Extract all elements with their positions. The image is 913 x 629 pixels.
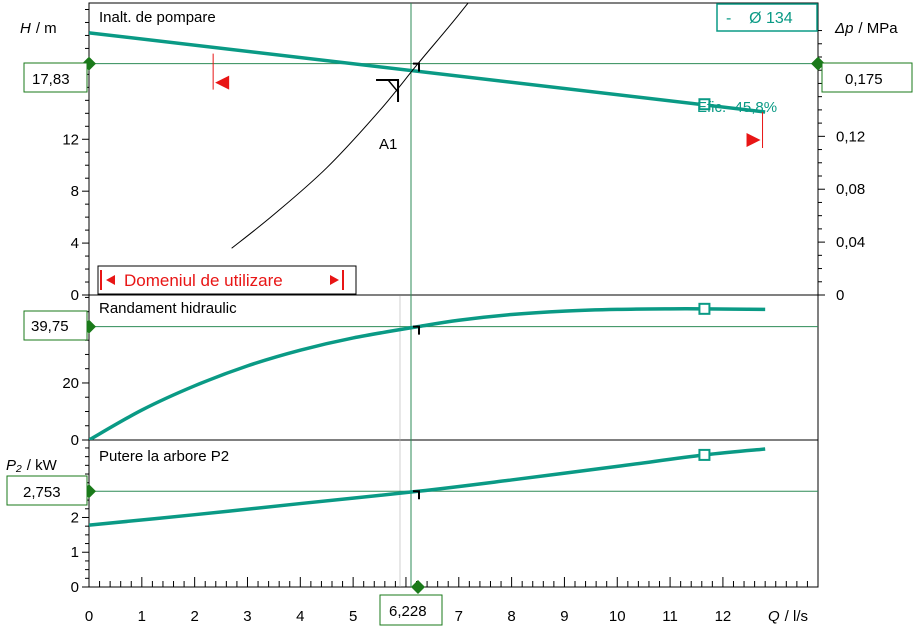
y-tick-label-power: 1 bbox=[71, 544, 79, 561]
efficiency-marker-eff bbox=[698, 302, 711, 315]
right-tick-label: 0 bbox=[836, 287, 844, 304]
marker-layer bbox=[82, 53, 825, 594]
y-tick-label-head: 0 bbox=[71, 287, 79, 304]
x-tick-label: 10 bbox=[609, 608, 626, 625]
x-tick-label: 9 bbox=[560, 608, 568, 625]
y-axis-symbol-power: P₂ bbox=[6, 457, 22, 474]
domain-right-arrow-icon bbox=[330, 275, 339, 285]
value-power: 2,753 bbox=[23, 484, 61, 501]
series-line-head bbox=[89, 31, 766, 114]
system-curve bbox=[231, 3, 469, 249]
y-tick-label-efficiency: 0 bbox=[71, 432, 79, 449]
efficiency-marker-power bbox=[698, 448, 711, 461]
y-tick-label-head: 8 bbox=[71, 183, 79, 200]
x-axis-unit: / l/s bbox=[785, 608, 808, 625]
y-axis-symbol-right: Δp bbox=[834, 20, 853, 37]
domain-box bbox=[97, 265, 357, 295]
operating-tick-head bbox=[413, 62, 421, 72]
y-tick-label-power: 2 bbox=[71, 509, 79, 526]
y-axis-unit-power: / kW bbox=[27, 457, 58, 474]
operating-tick-efficiency bbox=[413, 325, 421, 335]
right-tick-label: 0,12 bbox=[836, 128, 865, 145]
domain-limit-right-arrow-icon bbox=[746, 133, 761, 148]
point-a1-label: A1 bbox=[379, 136, 397, 153]
y-tick-label-efficiency: 20 bbox=[62, 375, 79, 392]
series-line-efficiency bbox=[89, 307, 766, 440]
x-tick-label: 11 bbox=[662, 608, 678, 625]
x-tick-label: 3 bbox=[243, 608, 251, 625]
value-efficiency: 39,75 bbox=[31, 318, 69, 335]
panel-title-head: Inalt. de pompare bbox=[99, 9, 216, 26]
x-axis-symbol: Q bbox=[768, 608, 780, 625]
y-axis-symbol-head: H bbox=[20, 20, 31, 37]
value-box-head bbox=[23, 62, 88, 93]
value-flow: 6,228 bbox=[389, 603, 427, 620]
x-tick-label: 12 bbox=[715, 608, 732, 625]
x-tick-label: 2 bbox=[190, 608, 198, 625]
value-box-efficiency bbox=[23, 310, 88, 341]
x-tick-label: 8 bbox=[507, 608, 515, 625]
value-head: 17,83 bbox=[32, 71, 70, 88]
y-tick-label-head: 4 bbox=[71, 235, 79, 252]
point-a1-diagonal bbox=[387, 79, 399, 93]
y-axis-label-head: H / m bbox=[20, 20, 57, 37]
legend-box bbox=[716, 3, 818, 32]
x-tick-label: 1 bbox=[138, 608, 146, 625]
right-tick-label: 0,04 bbox=[836, 234, 865, 251]
y-axis-label-power: P₂ / kW bbox=[6, 457, 58, 474]
point-a1-marker bbox=[376, 78, 400, 102]
y-axis-unit-head: / m bbox=[36, 20, 57, 37]
value-box-power bbox=[6, 475, 88, 506]
operating-marker-bottom bbox=[411, 580, 426, 594]
x-tick-label: 0 bbox=[85, 608, 93, 625]
value-box-pressure bbox=[821, 62, 913, 93]
x-tick-label: 7 bbox=[455, 608, 463, 625]
x-tick-label: 4 bbox=[296, 608, 304, 625]
x-axis-label: Q / l/s bbox=[768, 608, 808, 625]
x-tick-label: 5 bbox=[349, 608, 357, 625]
efficiency-marker-head bbox=[698, 98, 711, 111]
right-tick-label: 0,08 bbox=[836, 181, 865, 198]
y-axis-unit-right: / MPa bbox=[858, 20, 898, 37]
efficiency-label: Efic. 45,8% bbox=[697, 99, 777, 116]
domain-left-arrow-icon bbox=[106, 275, 115, 285]
operating-tick-power bbox=[413, 490, 421, 500]
y-tick-label-head: 12 bbox=[62, 131, 79, 148]
panel-title-efficiency: Randament hidraulic bbox=[99, 300, 237, 317]
y-tick-label-power: 0 bbox=[71, 579, 79, 596]
value-pressure: 0,175 bbox=[845, 71, 883, 88]
curve-layer bbox=[89, 3, 818, 527]
y-axis-label-right: Δp / MPa bbox=[834, 20, 898, 37]
domain-label: Domeniul de utilizare bbox=[124, 271, 283, 290]
value-box-flow bbox=[379, 594, 443, 626]
domain-limit-left-arrow-icon bbox=[215, 75, 230, 90]
series-line-power bbox=[89, 447, 766, 527]
panel-title-power: Putere la arbore P2 bbox=[99, 448, 229, 465]
legend-label: - Ø 134 bbox=[726, 10, 793, 27]
